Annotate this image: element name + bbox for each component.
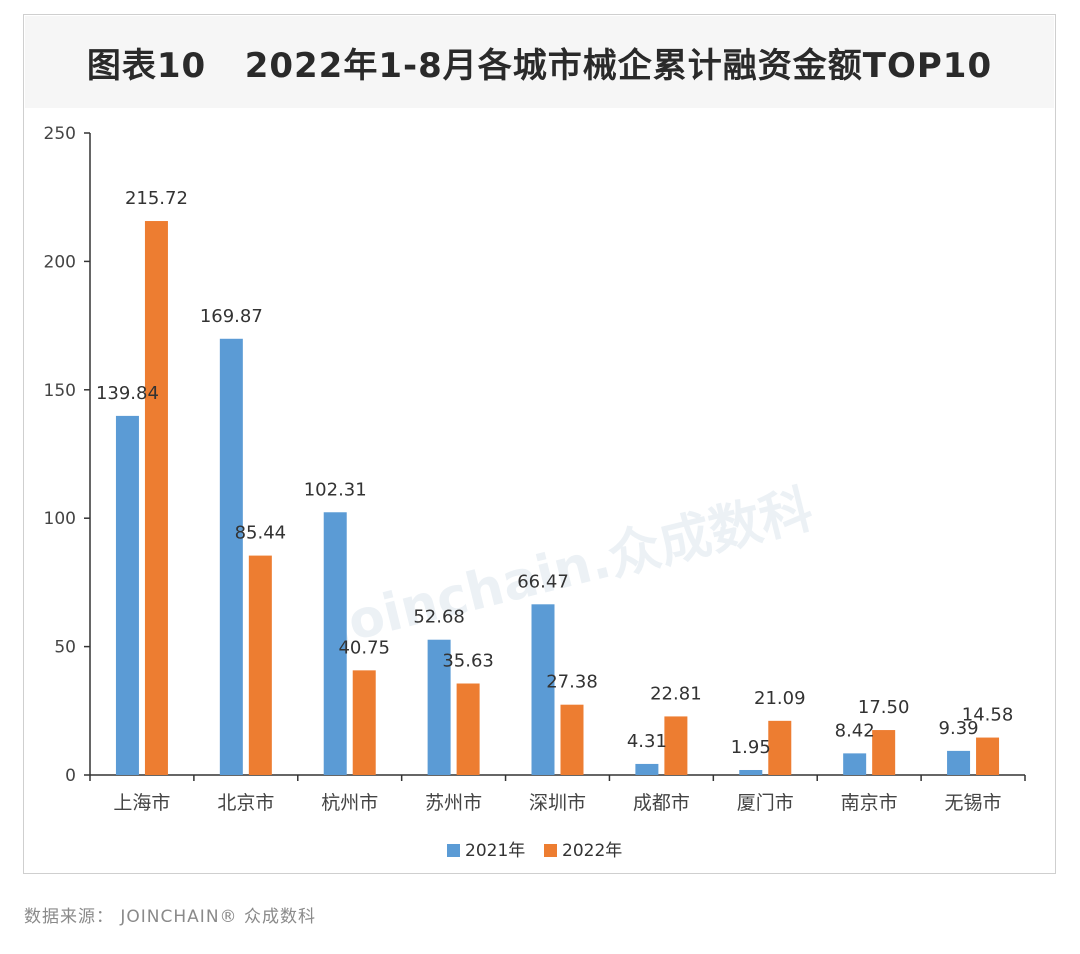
legend-swatch [447, 844, 460, 857]
data-label: 102.31 [304, 479, 367, 500]
data-label: 1.95 [731, 737, 771, 758]
x-tick-label: 北京市 [217, 792, 274, 814]
legend-swatch [544, 844, 557, 857]
data-labels: 139.84 215.72 169.87 85.44 102.31 40.75 52.68 3… [96, 188, 1013, 758]
bar-2022-3 [352, 670, 376, 775]
title-bar: 图表10 2022年1-8月各城市械企累计融资金额TOP10 [25, 16, 1054, 108]
x-tick-label: 杭州市 [321, 792, 378, 814]
bar-2021-8 [843, 753, 867, 775]
x-tick-label: 上海市 [113, 792, 170, 814]
bar-2022-2 [248, 555, 272, 775]
data-label: 22.81 [650, 683, 702, 704]
data-label: 52.68 [413, 607, 465, 628]
data-label: 66.47 [517, 571, 569, 592]
x-tick-label: 深圳市 [529, 792, 586, 814]
bar-chart: Joinchain.众成数科 0 50 100 150 200 250 上海市 北京市 杭州市 苏… [44, 124, 1026, 861]
data-label: 85.44 [235, 523, 287, 544]
bar-2022-4 [456, 683, 480, 775]
legend-label: 2022年 [562, 841, 622, 861]
bar-2022-7 [768, 720, 792, 775]
y-tick-label: 250 [44, 124, 76, 144]
x-tick-label: 厦门市 [737, 792, 794, 814]
y-tick-label: 200 [44, 252, 76, 272]
bar-2021-1 [115, 415, 139, 775]
x-tick-label: 无锡市 [945, 792, 1002, 814]
bar-2021-5 [531, 604, 555, 775]
bar-2021-3 [323, 512, 347, 775]
data-label: 169.87 [200, 306, 263, 327]
axes: 0 50 100 150 200 250 上海市 北京市 杭州市 苏州市 深圳市 成都市 厦门市 南京市 无… [44, 124, 1026, 814]
bar-2021-9 [947, 750, 971, 775]
data-label: 9.39 [939, 718, 979, 739]
bar-2021-2 [219, 338, 243, 775]
y-tick-label: 150 [44, 381, 76, 401]
bar-2022-8 [872, 730, 896, 775]
bars [115, 221, 1000, 776]
data-label: 17.50 [858, 697, 910, 718]
data-label: 139.84 [96, 383, 159, 404]
x-tick-label: 苏州市 [425, 792, 482, 814]
data-label: 40.75 [338, 637, 390, 658]
data-label: 35.63 [442, 651, 494, 672]
data-label: 4.31 [627, 731, 667, 752]
bar-2021-7 [739, 769, 763, 775]
bar-2022-6 [664, 716, 688, 775]
legend: 2021年 2022年 [447, 841, 622, 861]
data-label: 21.09 [754, 688, 806, 709]
bar-2021-4 [427, 639, 451, 775]
y-tick-label: 0 [65, 766, 76, 786]
y-tick-label: 50 [54, 638, 76, 658]
data-label: 8.42 [835, 720, 875, 741]
source-note: 数据来源： JOINCHAIN® 众成数科 [24, 907, 316, 927]
watermark: Joinchain.众成数科 [320, 479, 818, 658]
data-label: 14.58 [962, 705, 1014, 726]
y-tick-label: 100 [44, 509, 76, 529]
chart-title: 图表10 2022年1-8月各城市械企累计融资金额TOP10 [86, 45, 993, 86]
bar-2022-1 [144, 221, 168, 776]
x-tick-label: 南京市 [841, 792, 898, 814]
legend-label: 2021年 [465, 841, 525, 861]
x-tick-label: 成都市 [633, 792, 690, 814]
bar-2022-9 [976, 737, 1000, 775]
data-label: 27.38 [546, 672, 598, 693]
data-label: 215.72 [125, 188, 188, 209]
bar-2021-6 [635, 763, 659, 775]
bar-2022-5 [560, 704, 584, 775]
